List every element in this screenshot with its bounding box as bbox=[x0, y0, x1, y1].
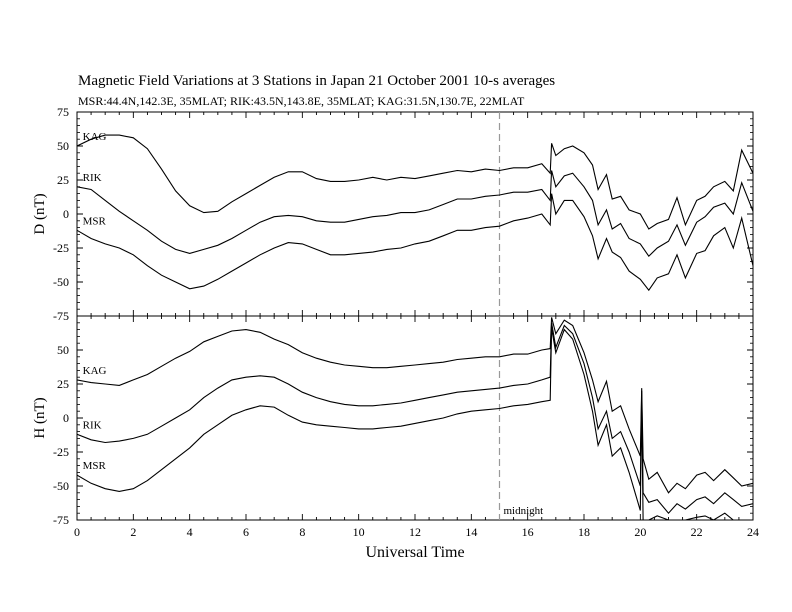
bottom-series-label-msr: MSR bbox=[83, 460, 107, 472]
top-series-rik bbox=[77, 170, 753, 258]
top-ytick-label: 75 bbox=[57, 105, 69, 119]
bottom-ytick-label: 50 bbox=[57, 343, 69, 357]
xtick-label: 0 bbox=[74, 525, 80, 539]
top-series-label-kag: KAG bbox=[83, 131, 107, 143]
top-ytick-label: -25 bbox=[53, 241, 69, 255]
bottom-series-msr bbox=[77, 328, 753, 520]
top-ytick-label: 0 bbox=[63, 207, 69, 221]
xtick-label: 8 bbox=[299, 525, 305, 539]
bottom-series-label-kag: KAG bbox=[83, 365, 107, 377]
top-series-label-rik: RIK bbox=[83, 172, 102, 184]
xtick-label: 16 bbox=[522, 525, 534, 539]
bottom-ytick-label: 0 bbox=[63, 411, 69, 425]
xtick-label: 18 bbox=[578, 525, 590, 539]
chart-title: Magnetic Field Variations at 3 Stations … bbox=[78, 73, 556, 89]
chart-subtitle: MSR:44.4N,142.3E, 35MLAT; RIK:43.5N,143.… bbox=[78, 94, 525, 108]
top-ytick-label: -50 bbox=[53, 275, 69, 289]
xtick-label: 6 bbox=[243, 525, 249, 539]
bottom-series-rik bbox=[77, 322, 753, 515]
bottom-ylabel: H (nT) bbox=[32, 397, 48, 438]
bottom-series-kag bbox=[77, 317, 753, 494]
bottom-ytick-label: -25 bbox=[53, 445, 69, 459]
top-series-label-msr: MSR bbox=[83, 215, 107, 227]
top-ylabel: D (nT) bbox=[32, 193, 48, 234]
xtick-label: 4 bbox=[187, 525, 193, 539]
xtick-label: 10 bbox=[353, 525, 365, 539]
xtick-label: 12 bbox=[409, 525, 421, 539]
top-series-msr bbox=[77, 193, 753, 292]
xaxis-label: Universal Time bbox=[365, 544, 464, 561]
xtick-label: 20 bbox=[634, 525, 646, 539]
bottom-ytick-label: 25 bbox=[57, 377, 69, 391]
bottom-panel-frame bbox=[76, 315, 754, 521]
top-ytick-label: -75 bbox=[53, 309, 69, 323]
xtick-label: 2 bbox=[130, 525, 136, 539]
xtick-label: 24 bbox=[747, 525, 759, 539]
xtick-label: 22 bbox=[691, 525, 703, 539]
midnight-annotation: midnight bbox=[504, 505, 544, 517]
top-ytick-label: 25 bbox=[57, 173, 69, 187]
bottom-series-label-rik: RIK bbox=[83, 419, 102, 431]
top-ytick-label: 50 bbox=[57, 139, 69, 153]
xtick-label: 14 bbox=[465, 525, 477, 539]
top-series-kag bbox=[77, 134, 753, 230]
bottom-ytick-label: -50 bbox=[53, 479, 69, 493]
bottom-ytick-label: -75 bbox=[53, 513, 69, 527]
